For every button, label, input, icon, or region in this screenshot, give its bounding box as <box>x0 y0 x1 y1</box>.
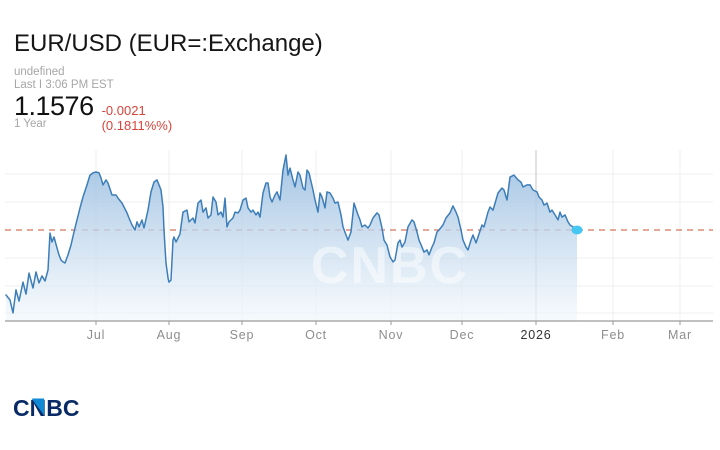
series-line <box>5 154 578 314</box>
last-updated-label: Last I 3:06 PM EST <box>14 79 114 91</box>
cnbc-logo: CNBC <box>13 396 79 421</box>
x-axis <box>5 320 713 325</box>
price-change-value: -0.0021 (0.1811%%) <box>101 103 173 133</box>
series-area-fill <box>6 155 577 321</box>
x-axis-label: Feb <box>601 328 625 342</box>
range-label: 1 Year <box>14 118 47 130</box>
x-axis-label: Mar <box>668 328 692 342</box>
page-title: EUR/USD (EUR=:Exchange) <box>14 30 323 57</box>
last-price-value: 1.1576 <box>14 91 94 121</box>
x-axis-labels: Jul Aug Sep Oct Nov Dec 2026 Feb Mar <box>87 328 692 342</box>
last-price-dot <box>571 225 583 235</box>
cnbc-logo-text: CNBC <box>13 396 79 421</box>
x-axis-label: Dec <box>450 328 475 342</box>
x-axis-label: Sep <box>230 328 255 342</box>
x-axis-label: 2026 <box>520 328 551 342</box>
subtitle-undefined: undefined <box>14 66 65 78</box>
x-axis-label: Jul <box>87 328 105 342</box>
price-row: 1.1576 -0.0021 (0.1811%%) <box>14 91 172 133</box>
x-axis-label: Nov <box>379 328 404 342</box>
x-axis-label: Oct <box>305 328 327 342</box>
x-axis-label: Aug <box>157 328 182 342</box>
cnbc-watermark: CNBC <box>311 237 469 295</box>
